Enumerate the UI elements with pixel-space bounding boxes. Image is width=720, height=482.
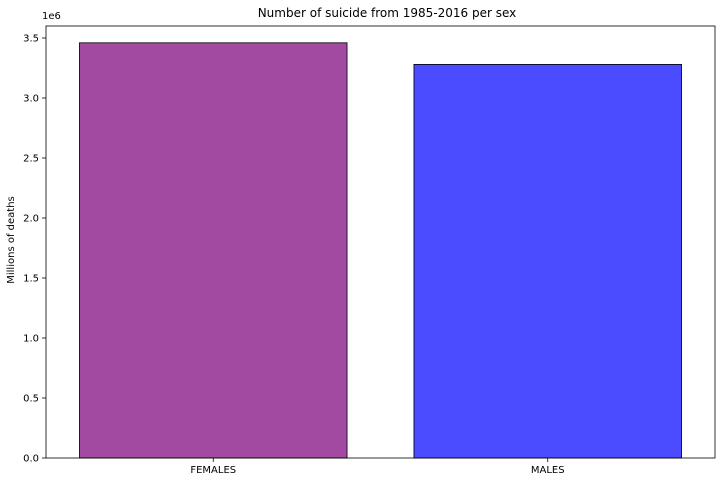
- y-tick-label: 2.0: [23, 214, 39, 225]
- x-tick-label: FEMALES: [190, 465, 236, 476]
- plot-area: FEMALES MALES 0.0 0.5 1.0 1.5 2.0 2.5 3.0 3.5: [23, 25, 716, 476]
- y-tick-label: 0.5: [23, 394, 39, 405]
- y-tick-label: 3.0: [23, 94, 39, 105]
- bar-females: [79, 42, 348, 459]
- y-tick-label: 2.5: [23, 154, 39, 165]
- y-tick-label: 0.0: [23, 454, 39, 465]
- y-tick-label: 3.5: [23, 34, 39, 45]
- y-tick-label: 1.5: [23, 274, 39, 285]
- y-offset-label: 1e6: [42, 11, 61, 22]
- axes-frame: [45, 25, 716, 459]
- y-axis-label: Millions of deaths: [6, 196, 17, 284]
- x-tick-label: MALES: [531, 465, 565, 476]
- bar-males: [413, 64, 682, 459]
- chart-title: Number of suicide from 1985-2016 per sex: [258, 6, 517, 20]
- y-tick-label: 1.0: [23, 334, 39, 345]
